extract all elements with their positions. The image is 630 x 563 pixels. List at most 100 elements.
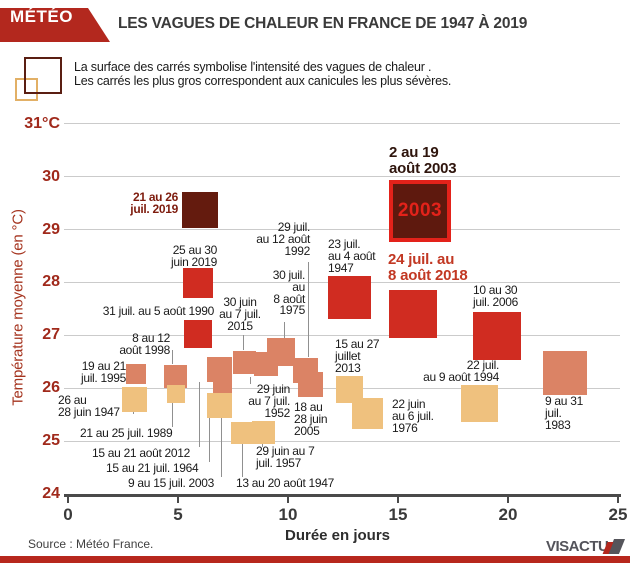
label-line: 1992 xyxy=(284,243,311,258)
heatwave-square-1976 xyxy=(351,397,383,429)
x-tick-label-5: 5 xyxy=(173,505,183,524)
x-tick-10 xyxy=(287,497,289,503)
heatwave-square-1989 xyxy=(166,385,185,404)
label-line: 9 au 31 xyxy=(545,394,583,408)
label-line: août 2003 xyxy=(389,159,457,177)
y-tick-label-25: 25 xyxy=(42,432,60,450)
label-1964: 15 au 21 juil. 1964 xyxy=(106,462,210,475)
label-line: 21 au 26 xyxy=(133,190,178,204)
legend-square-large-icon xyxy=(24,57,62,94)
label-2005: 18 au 28 juin 2005 xyxy=(294,401,336,438)
x-tick-0 xyxy=(67,497,69,503)
label-line: au 7 juil. xyxy=(219,306,261,321)
label-line: 29 juil. xyxy=(277,220,311,234)
connector-1957 xyxy=(262,444,263,447)
label-line: au 12 août xyxy=(256,231,310,246)
legend-text: La surface des carrés symbolise l'intens… xyxy=(74,60,451,88)
gridline-29 xyxy=(64,229,620,230)
label-1947-juin: 26 au 28 juin 1947 xyxy=(58,394,132,419)
label-line: juin 2019 xyxy=(170,254,217,269)
heatwave-square-2003-juil xyxy=(207,392,233,418)
label-line: 29 juin au 7 xyxy=(256,444,315,458)
gridline-30 xyxy=(64,176,620,178)
label-2018: 24 juil. au 8 août 2018 xyxy=(388,252,478,283)
heatwave-square-1994 xyxy=(460,385,498,423)
connector-1998 xyxy=(172,350,173,364)
label-2003: 2 au 19 août 2003 xyxy=(389,145,479,176)
label-line: 15 au 27 xyxy=(335,337,380,351)
highlight-year-label: 2003 xyxy=(397,199,443,221)
label-line: 10 au 30 xyxy=(473,283,518,297)
x-tick-label-0: 0 xyxy=(63,505,73,524)
label-line: 15 au 21 août 2012 xyxy=(92,446,191,460)
heatwave-square-2018 xyxy=(389,289,438,338)
y-tick-label-28: 28 xyxy=(42,273,60,291)
connector-1992 xyxy=(308,262,309,357)
label-2019-juil: 21 au 26 juil. 2019 xyxy=(118,190,178,216)
visactu-logo-text: VISACTU xyxy=(546,538,609,555)
connector-1975 xyxy=(284,322,285,338)
label-1989: 21 au 25 juil. 1989 xyxy=(80,426,184,440)
y-tick-label-26: 26 xyxy=(42,379,60,397)
x-axis-title: Durée en jours xyxy=(284,527,391,544)
visactu-logo-icon xyxy=(602,539,626,554)
gridline-31 xyxy=(64,123,620,125)
x-tick-5 xyxy=(177,497,179,503)
label-line: 30 juin xyxy=(223,295,257,309)
label-line: 2015 xyxy=(227,318,253,333)
heatwave-square-1983 xyxy=(543,350,588,395)
legend-square-small-icon xyxy=(15,78,38,101)
heatwave-square-2012 xyxy=(207,357,233,383)
heatwave-square-1947-août xyxy=(230,421,253,444)
heatwave-square-1947-juil xyxy=(328,276,372,320)
y-tick-label-30: 30 xyxy=(42,167,60,185)
label-line: 8 août xyxy=(273,291,305,306)
connector-2003-juil xyxy=(221,418,222,477)
y-tick-label-29: 29 xyxy=(42,220,60,238)
label-1976: 22 juin au 6 juil. 1976 xyxy=(392,397,442,435)
label-line: 22 juin xyxy=(392,397,426,411)
heatwave-square-1957 xyxy=(252,421,276,445)
heatwave-square-2015 xyxy=(232,350,256,374)
heatwave-square-2003: 2003 xyxy=(389,179,451,242)
label-2003-juil: 9 au 15 juil. 2003 xyxy=(128,477,226,490)
label-1957: 29 juin au 7 juil. 1957 xyxy=(256,444,326,470)
connector-2012 xyxy=(199,382,200,447)
label-line: au 9 août 1994 xyxy=(423,369,499,384)
label-line: juillet xyxy=(335,348,361,363)
label-line: 28 juin 1947 xyxy=(58,404,120,419)
label-line: 1975 xyxy=(279,303,306,318)
label-line: 8 août 2018 xyxy=(388,266,468,284)
label-line: 21 au 25 juil. 1989 xyxy=(80,426,173,440)
label-1975: 30 juil. au 8 août 1975 xyxy=(261,268,306,318)
connector-1947-août xyxy=(242,444,243,477)
label-2015: 30 juin au 7 juil. 2015 xyxy=(217,295,263,333)
heatwave-square-1975 xyxy=(267,338,296,367)
label-line: 24 juil. au xyxy=(388,251,455,268)
label-line: au xyxy=(292,279,305,294)
label-1990: 31 juil. au 5 août 1990 xyxy=(86,305,215,318)
connector-1989 xyxy=(172,403,173,427)
x-tick-label-25: 25 xyxy=(608,505,628,524)
x-axis-line xyxy=(64,494,621,497)
label-1998: 8 au 12 août 1998 xyxy=(112,331,170,357)
label-line: 30 juil. xyxy=(272,268,306,282)
label-line: 2005 xyxy=(294,423,320,438)
label-line: 19 au 21 xyxy=(81,359,127,373)
legend-line-1: La surface des carrés symbolise l'intens… xyxy=(74,60,432,74)
bottom-red-bar xyxy=(0,556,630,563)
gridline-27 xyxy=(64,334,620,336)
label-line: 2013 xyxy=(335,360,361,375)
label-line: 8 au 12 xyxy=(132,331,170,345)
y-tick-label-31: 31°C xyxy=(24,114,60,132)
label-2012: 15 au 21 août 2012 xyxy=(92,446,202,460)
label-line: 1976 xyxy=(392,420,418,435)
heatwave-square-1995 xyxy=(126,363,147,384)
heatwave-square-1998 xyxy=(164,364,188,388)
label-line: juil. 2006 xyxy=(473,294,519,309)
label-line: 1952 xyxy=(264,405,291,420)
label-line: juil. 1995 xyxy=(80,370,126,385)
label-line: au 7 juil. xyxy=(248,393,290,408)
y-axis-title: Température moyenne (en °C) xyxy=(9,209,27,406)
